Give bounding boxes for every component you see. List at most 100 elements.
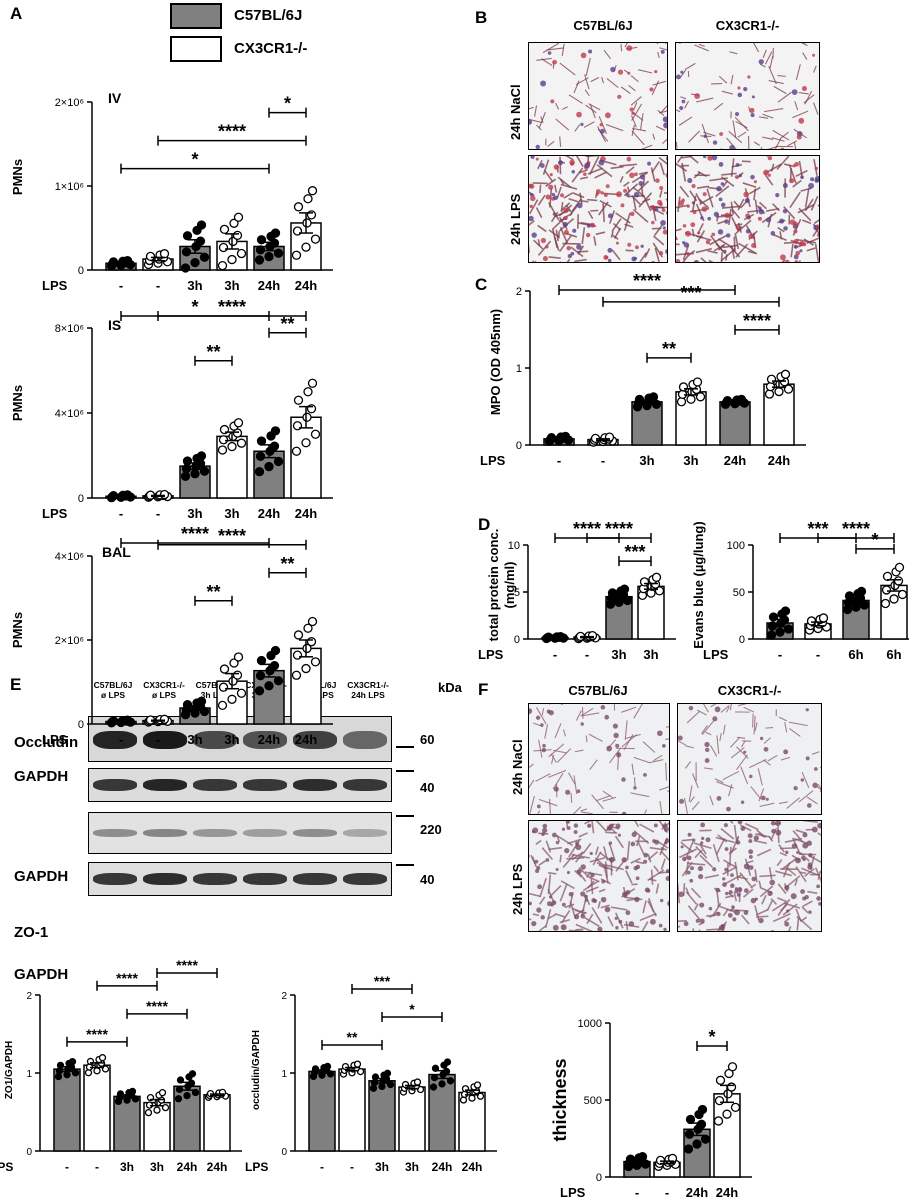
- significance-label: ****: [743, 311, 771, 331]
- x-prefix-label: LPS: [703, 647, 729, 662]
- data-point: [293, 395, 304, 405]
- blot-band: [93, 829, 137, 837]
- significance-label: ***: [680, 283, 701, 303]
- x-tick-label: 24h: [295, 506, 317, 521]
- data-point: [269, 660, 280, 671]
- panel-label-a: A: [10, 4, 23, 23]
- y-axis-label: ZO1/GAPDH: [4, 1041, 15, 1099]
- data-point: [63, 1071, 71, 1079]
- x-tick-label: 24h: [462, 1160, 483, 1174]
- data-point: [122, 715, 133, 725]
- data-point: [310, 429, 321, 439]
- data-point: [587, 630, 598, 641]
- data-point: [468, 1094, 476, 1102]
- significance-label: ****: [116, 970, 138, 986]
- data-point: [685, 1114, 696, 1125]
- data-point: [255, 671, 266, 681]
- significance-bracket: **: [321, 1029, 383, 1050]
- chart-title: BAL: [102, 544, 131, 560]
- significance-label: **: [347, 1029, 358, 1045]
- x-tick-label: -: [119, 732, 123, 747]
- data-point: [897, 589, 908, 600]
- data-point: [199, 252, 210, 262]
- x-prefix-label: LPS: [42, 278, 68, 293]
- data-point: [159, 714, 170, 724]
- x-tick-label: 3h: [375, 1160, 389, 1174]
- data-point: [722, 1109, 732, 1119]
- data-point: [291, 670, 302, 680]
- significance-bracket: ****: [66, 1026, 128, 1047]
- data-point: [227, 254, 237, 265]
- legend-swatch-cx3cr1: [170, 36, 222, 62]
- data-point: [686, 394, 696, 404]
- blot-band: [293, 779, 337, 791]
- data-point: [442, 1067, 451, 1076]
- data-point: [700, 1134, 711, 1144]
- data-point: [233, 652, 244, 662]
- blot-band: [193, 731, 237, 749]
- data-point: [218, 242, 229, 253]
- data-point: [293, 202, 304, 212]
- x-tick-label: 24h: [258, 278, 280, 293]
- data-point: [93, 1067, 101, 1075]
- data-point: [159, 249, 170, 259]
- data-point: [714, 1095, 725, 1106]
- x-tick-label: 24h: [207, 1160, 228, 1174]
- data-point: [84, 1069, 93, 1077]
- blot-marker-40b: 40: [420, 872, 435, 887]
- x-prefix-label: LPS: [478, 647, 504, 662]
- y-axis-label: Evans blue (µg/lung): [691, 521, 706, 648]
- data-point: [713, 1116, 724, 1126]
- x-tick-label: -: [816, 647, 820, 662]
- blot-band: [243, 779, 287, 791]
- data-point: [175, 1085, 184, 1094]
- data-point: [727, 1062, 738, 1072]
- histology-f-col-c57: C57BL/6J: [568, 683, 628, 698]
- x-tick-label: 3h: [643, 647, 658, 662]
- blot-band: [343, 873, 387, 885]
- y-tick-label: 0: [739, 634, 745, 646]
- data-point: [273, 676, 284, 686]
- blot-band: [243, 873, 287, 885]
- significance-bracket: *: [381, 1001, 443, 1022]
- panel-label-e: E: [10, 675, 22, 694]
- x-tick-label: 3h: [224, 278, 239, 293]
- x-prefix-label: LPS: [560, 1185, 586, 1198]
- y-tick-label: 0: [78, 265, 84, 277]
- significance-bracket: **: [646, 339, 692, 363]
- x-tick-label: 3h: [405, 1160, 419, 1174]
- significance-bracket: *: [268, 94, 307, 118]
- blot-band: [193, 779, 237, 791]
- axes: 0 1 2: [516, 286, 806, 452]
- data-point: [764, 389, 775, 399]
- histology-f-row-lps: 24h LPS: [510, 863, 525, 915]
- data-point: [625, 1154, 636, 1164]
- y-tick-label: 1: [26, 1069, 32, 1080]
- histology-f-col-cx3cr1: CX3CR1-/-: [717, 683, 782, 698]
- data-point: [766, 374, 777, 384]
- micrograph-f-c57-lps: [528, 820, 670, 932]
- significance-label: **: [206, 582, 220, 602]
- data-point: [302, 412, 312, 422]
- x-tick-label: -: [119, 506, 123, 521]
- x-tick-label: 6h: [886, 647, 901, 662]
- data-point: [684, 1129, 695, 1139]
- significance-label: **: [280, 314, 294, 334]
- data-point: [683, 1144, 694, 1154]
- data-point: [303, 623, 313, 633]
- data-point: [780, 369, 791, 379]
- data-point: [310, 234, 321, 244]
- significance-bracket: **: [194, 342, 233, 366]
- significance-bracket: **: [268, 314, 307, 338]
- data-point: [307, 616, 318, 627]
- blot-name-zo1: ZO-1: [14, 924, 49, 941]
- bar: [53, 1068, 81, 1152]
- data-point: [264, 681, 274, 691]
- data-point: [780, 606, 791, 616]
- data-point: [264, 461, 274, 472]
- data-point: [301, 438, 311, 448]
- x-tick-label: 24h: [177, 1160, 198, 1174]
- x-tick-label: 3h: [683, 453, 698, 468]
